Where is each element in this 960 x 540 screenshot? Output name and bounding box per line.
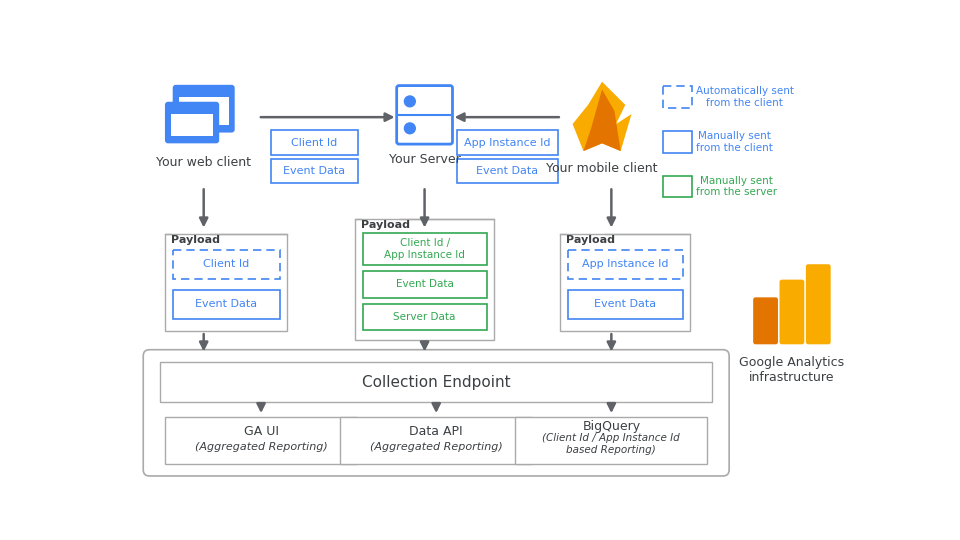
FancyBboxPatch shape [160,362,712,402]
Circle shape [756,300,776,320]
Text: Data API: Data API [409,425,463,438]
Polygon shape [572,82,632,151]
Text: (Aggregated Reporting): (Aggregated Reporting) [370,442,503,452]
FancyBboxPatch shape [568,289,683,319]
FancyBboxPatch shape [662,176,692,197]
FancyBboxPatch shape [363,303,487,330]
Text: App Instance Id: App Instance Id [582,259,668,269]
FancyBboxPatch shape [340,417,532,464]
Circle shape [404,123,416,134]
FancyBboxPatch shape [271,159,358,184]
FancyBboxPatch shape [568,249,683,279]
FancyBboxPatch shape [662,86,692,108]
Text: Your web client: Your web client [156,156,252,168]
FancyBboxPatch shape [780,280,804,345]
Polygon shape [584,90,621,151]
FancyBboxPatch shape [173,289,279,319]
FancyBboxPatch shape [754,298,778,345]
Text: Event Data: Event Data [396,279,453,289]
FancyBboxPatch shape [396,85,452,144]
Text: BigQuery: BigQuery [583,420,640,433]
FancyBboxPatch shape [457,159,558,184]
FancyBboxPatch shape [171,114,213,136]
Text: Client Id: Client Id [204,259,250,269]
Text: Client Id /
App Instance Id: Client Id / App Instance Id [384,238,465,260]
Text: Event Data: Event Data [195,299,257,309]
FancyBboxPatch shape [179,97,228,125]
Text: App Instance Id: App Instance Id [465,138,551,147]
Text: based Reporting): based Reporting) [566,445,657,455]
Text: Your mobile client: Your mobile client [546,162,658,175]
FancyBboxPatch shape [457,130,558,155]
FancyBboxPatch shape [805,264,830,345]
FancyBboxPatch shape [662,131,692,153]
FancyBboxPatch shape [355,219,494,340]
Text: Payload: Payload [171,235,220,245]
Text: Event Data: Event Data [283,166,346,176]
FancyBboxPatch shape [561,234,690,331]
Text: Manually sent
from the server: Manually sent from the server [696,176,777,197]
FancyBboxPatch shape [363,271,487,298]
FancyBboxPatch shape [516,417,708,464]
FancyBboxPatch shape [173,249,279,279]
Circle shape [404,96,416,107]
Text: Google Analytics
infrastructure: Google Analytics infrastructure [739,356,845,384]
Text: Your Server: Your Server [389,153,461,166]
Text: Event Data: Event Data [594,299,657,309]
Text: (Aggregated Reporting): (Aggregated Reporting) [195,442,327,452]
Text: Manually sent
from the client: Manually sent from the client [696,131,773,153]
Text: Client Id: Client Id [292,138,338,147]
Text: GA UI: GA UI [244,425,278,438]
FancyBboxPatch shape [173,85,234,132]
FancyBboxPatch shape [165,417,357,464]
Text: Collection Endpoint: Collection Endpoint [362,375,511,389]
FancyBboxPatch shape [165,102,219,143]
FancyBboxPatch shape [271,130,358,155]
Text: (Client Id / App Instance Id: (Client Id / App Instance Id [542,433,681,443]
FancyBboxPatch shape [165,234,287,331]
Text: Server Data: Server Data [394,312,456,322]
Text: Payload: Payload [361,220,410,229]
FancyBboxPatch shape [143,350,730,476]
FancyBboxPatch shape [363,233,487,265]
Text: Event Data: Event Data [476,166,539,176]
Text: Automatically sent
from the client: Automatically sent from the client [696,86,794,108]
Text: Payload: Payload [566,235,615,245]
